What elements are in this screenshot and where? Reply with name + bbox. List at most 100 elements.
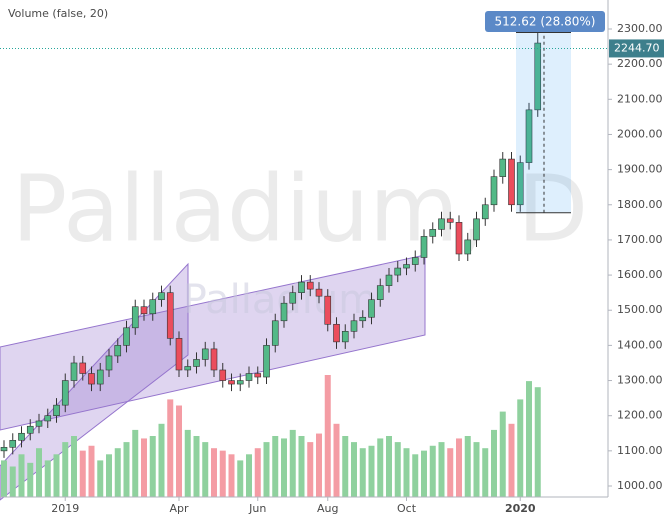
- candle-body: [403, 264, 410, 269]
- candle-body: [464, 239, 472, 255]
- volume-bar: [412, 454, 419, 497]
- candle-body: [158, 292, 165, 300]
- candle-body: [385, 274, 393, 286]
- volume-bar: [18, 454, 25, 497]
- volume-bar: [359, 448, 366, 497]
- volume-bar: [193, 436, 200, 497]
- volume-bar: [27, 462, 34, 497]
- volume-bar: [132, 429, 139, 497]
- candle-body: [490, 176, 498, 206]
- volume-bar: [202, 442, 209, 497]
- volume-bar: [1, 460, 7, 497]
- volume-bar: [211, 448, 217, 497]
- candle-body: [166, 292, 174, 339]
- candle-body: [324, 295, 332, 325]
- last-price-label: 2244.70: [614, 41, 660, 54]
- y-tick-label: 1200.00: [617, 409, 663, 422]
- y-tick-label: 2000.00: [617, 127, 663, 140]
- candle-body: [175, 338, 183, 371]
- volume-bar: [53, 454, 60, 497]
- volume-bar: [473, 442, 480, 497]
- volume-bar: [141, 438, 147, 497]
- candle-body: [359, 316, 367, 322]
- candle-body: [306, 281, 314, 290]
- candle-body: [193, 359, 200, 367]
- candle-body: [289, 292, 297, 304]
- volume-bar: [167, 399, 174, 497]
- candle-body: [131, 306, 139, 329]
- volume-bar: [79, 450, 86, 497]
- x-tick-label: Jun: [248, 502, 266, 515]
- candle-body: [105, 355, 113, 371]
- candle-body: [26, 425, 34, 434]
- volume-bar: [508, 423, 515, 497]
- y-tick-label: 1900.00: [617, 163, 663, 176]
- y-tick-label: 2200.00: [617, 57, 663, 70]
- candle-body: [499, 158, 507, 177]
- y-tick-label: 1300.00: [617, 374, 663, 387]
- volume-bar: [289, 429, 296, 497]
- volume-bar: [184, 429, 191, 497]
- candle-body: [420, 236, 428, 258]
- candle-body: [184, 366, 192, 371]
- volume-bar: [499, 411, 506, 497]
- candle-body: [298, 281, 305, 293]
- volume-bar: [333, 423, 340, 497]
- volume-bar: [421, 450, 427, 497]
- volume-bar: [517, 399, 524, 497]
- volume-bar: [491, 429, 497, 497]
- candle-body: [35, 420, 43, 427]
- candle-body: [53, 404, 60, 416]
- watermark-small: Palladium: [183, 277, 377, 323]
- volume-bar: [106, 454, 112, 497]
- candle-body: [201, 348, 209, 360]
- candle-body: [473, 218, 480, 241]
- volume-bar: [377, 438, 384, 497]
- candle-body: [210, 348, 218, 371]
- candle-body: [88, 373, 95, 385]
- volume-bar: [403, 448, 410, 497]
- y-tick-label: 1500.00: [617, 303, 663, 316]
- volume-bar: [272, 436, 279, 497]
- candle-body: [18, 432, 25, 441]
- candle-body: [525, 109, 533, 163]
- candle-body: [0, 447, 8, 452]
- volume-bar: [62, 442, 69, 497]
- last-price-box: [609, 39, 664, 58]
- candle-body: [280, 302, 288, 322]
- x-tick-label: Oct: [397, 502, 417, 515]
- candle-body: [123, 327, 130, 346]
- volume-bar: [149, 436, 156, 497]
- candle-body: [96, 369, 104, 385]
- y-tick-label: 1100.00: [617, 444, 663, 457]
- y-tick-label: 1000.00: [617, 479, 663, 492]
- candle-body: [271, 320, 279, 346]
- y-tick-label: 1600.00: [617, 268, 663, 281]
- volume-bar: [254, 448, 261, 497]
- candle-body: [315, 288, 323, 297]
- volume-bar: [307, 442, 314, 497]
- volume-bar: [526, 381, 532, 497]
- candle-body: [254, 373, 262, 378]
- candle-body: [333, 323, 340, 343]
- volume-bar: [386, 436, 392, 497]
- volume-bar: [228, 454, 235, 497]
- measure-label-box: [485, 11, 605, 32]
- volume-bar: [158, 423, 165, 497]
- x-tick-label: 2019: [51, 502, 79, 515]
- volume-bar: [36, 448, 42, 497]
- candle-body: [455, 222, 463, 255]
- candle-body: [341, 331, 349, 343]
- candle-body: [376, 285, 384, 300]
- candle-body: [114, 345, 122, 357]
- candle-body: [429, 229, 437, 237]
- volume-bar: [464, 436, 471, 497]
- volume-label: Volume (false, 20): [8, 7, 108, 20]
- candle-body: [219, 369, 227, 381]
- volume-bar: [368, 445, 375, 497]
- y-tick-label: 1800.00: [617, 198, 663, 211]
- y-tick-label: 2100.00: [617, 92, 663, 105]
- volume-bar: [394, 442, 401, 497]
- volume-bar: [342, 436, 349, 497]
- candle-body: [245, 373, 253, 381]
